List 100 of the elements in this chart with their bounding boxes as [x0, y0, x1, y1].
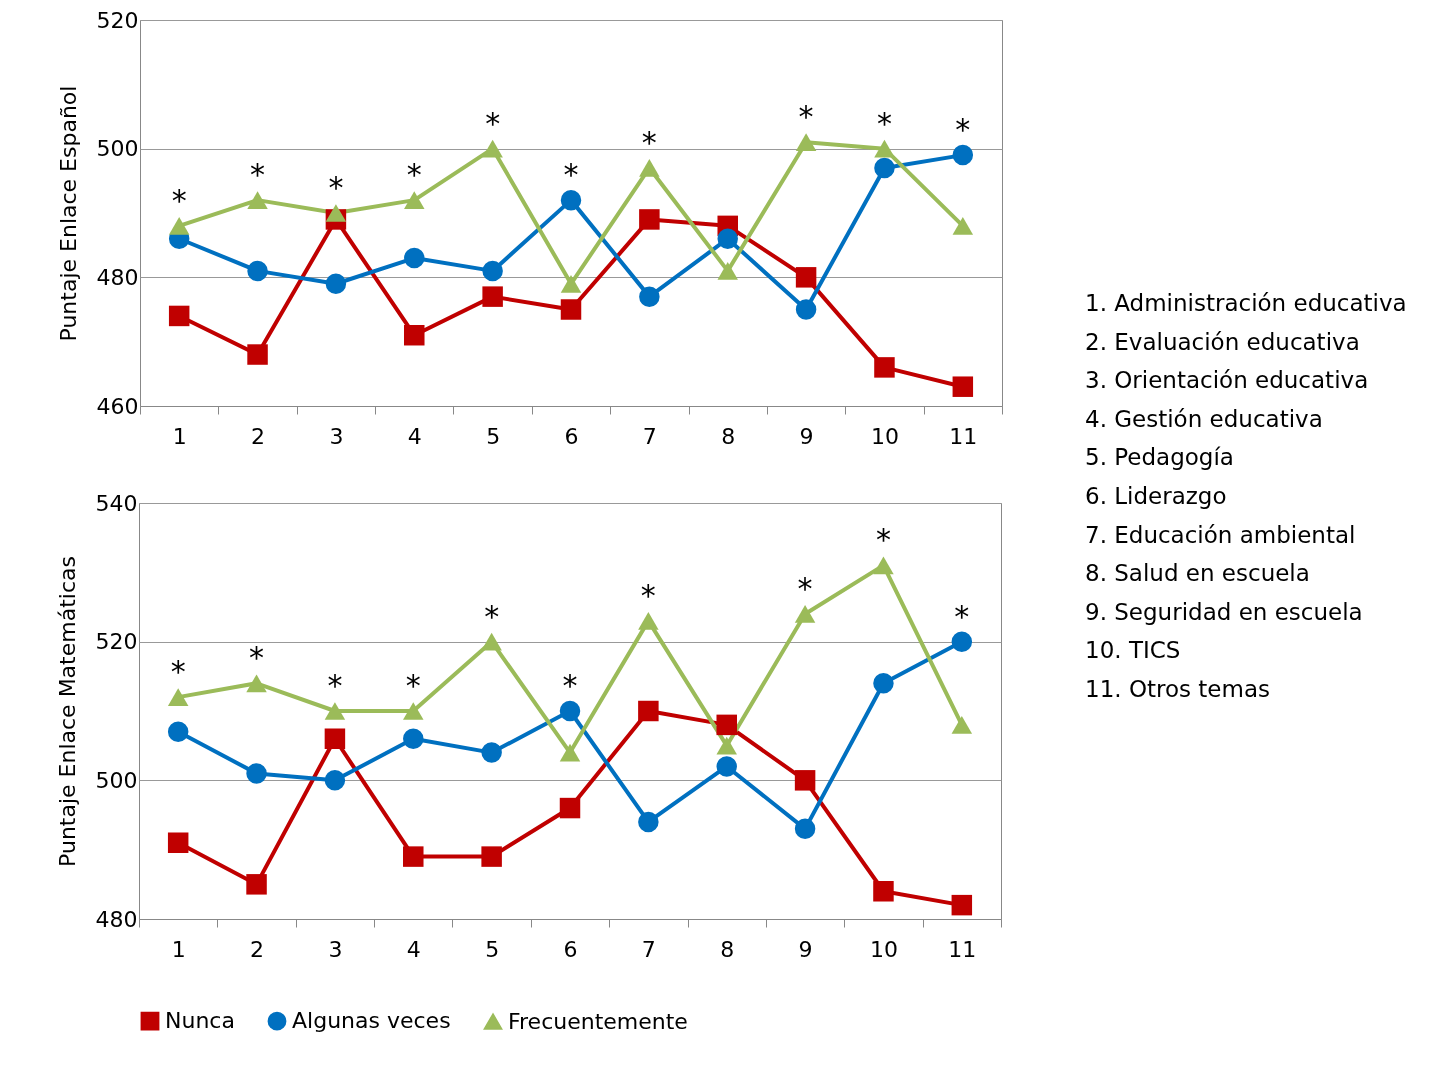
point — [951, 631, 973, 652]
x-tick-label: 2 — [250, 936, 265, 962]
point — [717, 262, 738, 280]
point — [167, 832, 189, 853]
annotation: * — [562, 668, 578, 703]
point — [324, 728, 346, 749]
point — [482, 139, 503, 158]
point — [794, 818, 816, 840]
point — [795, 299, 817, 320]
point — [560, 189, 582, 211]
point — [481, 742, 502, 763]
x-tick-label: 6 — [563, 936, 578, 962]
point — [560, 274, 582, 293]
text: 8. Salud en escuela — [1085, 560, 1310, 587]
point — [481, 846, 502, 867]
annotation: * — [484, 598, 500, 634]
point — [874, 357, 895, 378]
legend-label: Frecuentemente — [508, 1008, 688, 1034]
annotation: * — [876, 105, 892, 141]
point — [951, 715, 973, 734]
point — [716, 714, 737, 736]
point — [794, 605, 816, 623]
y-tick-label: 480 — [95, 906, 138, 932]
point — [404, 324, 425, 346]
y-tick-label: 500 — [96, 136, 139, 162]
point — [874, 157, 895, 179]
text: 4. Gestión educativa — [1085, 405, 1323, 432]
point — [247, 260, 268, 282]
point — [246, 874, 267, 895]
x-tick-label: 10 — [869, 936, 898, 962]
text: 10. TICS — [1085, 637, 1181, 664]
point — [246, 763, 267, 784]
point — [952, 144, 974, 166]
annotation: * — [563, 157, 579, 193]
x-tick-label: 7 — [642, 423, 657, 449]
annotation: * — [640, 577, 656, 613]
x-tick-label: 1 — [171, 936, 186, 962]
point — [404, 191, 425, 210]
annotation: * — [875, 522, 891, 558]
x-tick-label: 11 — [948, 936, 977, 962]
point — [717, 228, 738, 249]
point — [559, 797, 581, 819]
annotation: * — [955, 112, 971, 148]
x-tick-label: 1 — [172, 423, 187, 449]
point — [794, 770, 816, 791]
point — [481, 632, 502, 651]
x-tick-label: 3 — [328, 936, 343, 962]
y-tick-label: 520 — [96, 7, 139, 33]
point — [639, 159, 660, 177]
x-tick-label: 2 — [251, 423, 266, 449]
annotation: * — [249, 640, 265, 676]
point — [482, 260, 503, 282]
point — [638, 611, 659, 630]
point — [168, 305, 190, 327]
point — [404, 247, 425, 269]
point — [167, 721, 189, 743]
point — [638, 811, 659, 833]
point — [246, 674, 267, 693]
annotation: * — [171, 182, 187, 218]
x-tick-label: 5 — [486, 423, 501, 449]
annotation: * — [250, 157, 266, 193]
point — [168, 216, 190, 235]
x-tick-label: 4 — [407, 423, 422, 449]
y-axis-title: Puntaje Enlace Matemáticas — [54, 556, 80, 867]
legend-label: Algunas veces — [292, 1008, 451, 1034]
point — [639, 286, 660, 307]
point — [795, 267, 817, 288]
x-tick-label: 8 — [721, 423, 736, 449]
point — [952, 216, 974, 235]
annotation: * — [485, 105, 501, 141]
x-tick-label: 10 — [870, 423, 899, 449]
point — [559, 743, 581, 762]
point — [873, 556, 894, 575]
point — [325, 204, 347, 222]
text: 2. Evaluación educativa — [1085, 328, 1360, 355]
point — [874, 139, 895, 158]
x-tick-label: 6 — [564, 423, 579, 449]
x-tick-label: 11 — [949, 423, 978, 449]
y-axis-title: Puntaje Enlace Español — [55, 85, 81, 342]
y-tick-label: 540 — [95, 490, 138, 516]
point — [795, 133, 817, 152]
text: 9. Seguridad en escuela — [1085, 598, 1363, 625]
x-tick-label: 8 — [720, 936, 735, 962]
y-tick-label: 460 — [96, 393, 139, 419]
annotation: * — [170, 654, 186, 690]
annotation: * — [797, 570, 813, 606]
y-tick-label: 480 — [96, 264, 139, 290]
point — [324, 770, 346, 791]
point — [873, 673, 894, 694]
point — [403, 728, 424, 749]
point — [560, 299, 582, 320]
legend-label: Nunca — [165, 1008, 235, 1034]
text: 6. Liderazgo — [1085, 483, 1227, 509]
annotation: * — [406, 157, 422, 193]
point — [482, 286, 503, 307]
point — [716, 756, 737, 777]
text: 5. Pedagogía — [1085, 444, 1234, 471]
point — [638, 700, 659, 722]
annotation: * — [405, 668, 421, 703]
x-tick-label: 3 — [329, 423, 344, 449]
